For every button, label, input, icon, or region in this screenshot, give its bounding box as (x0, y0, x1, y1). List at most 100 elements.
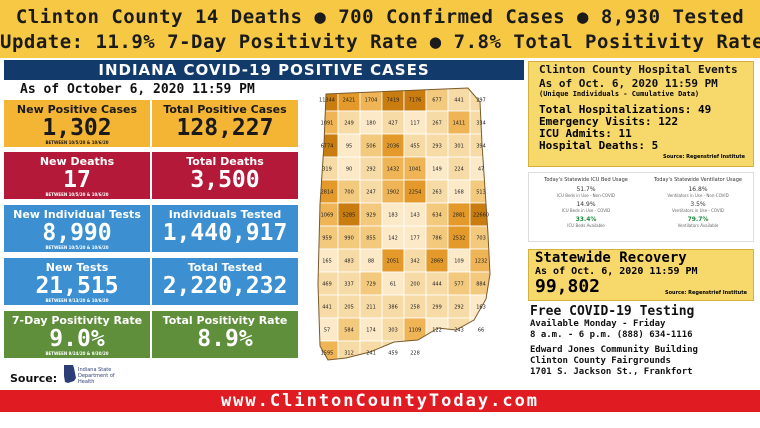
county-count-label: 1069 (321, 213, 334, 219)
county-count-label: 247 (366, 190, 376, 196)
testing-hours: 8 a.m. - 6 p.m. (888) 634-1116 (530, 330, 693, 340)
county-count-label: 2869 (431, 259, 444, 265)
county-count-label: 11344 (319, 98, 335, 104)
county-count-label: 122 (432, 328, 442, 334)
county-count-label: 228 (410, 351, 420, 357)
county-count-label: 513 (476, 190, 486, 196)
county-count-label: 6774 (321, 144, 334, 150)
icu-pct: 33.4% (575, 216, 597, 223)
county-count-label: 57 (324, 328, 330, 334)
county-count-label: 263 (432, 190, 442, 196)
county-count-label: 884 (476, 282, 486, 288)
county-count-label: 142 (388, 236, 398, 242)
vent-header: Today's Statewide Ventilator Usage (654, 177, 742, 183)
hospital-stat: ICU Admits: 11 (539, 127, 632, 140)
stat-value: 8.9% (197, 326, 253, 352)
hospital-stat: Emergency Visits: 122 (539, 115, 679, 128)
testing-location-1: Edward Jones Community Building (530, 345, 698, 355)
county-count-label: 90 (346, 167, 352, 173)
stat-label: 7-Day Positivity Rate (11, 314, 143, 327)
county-count-label: 258 (410, 305, 420, 311)
hospital-events-panel: Clinton County Hospital Events As of Oct… (528, 61, 754, 167)
stat-label: Individuals Tested (168, 208, 282, 221)
county-count-label: 200 (410, 282, 420, 288)
free-testing-info: Free COVID-19 Testing Available Monday -… (530, 304, 756, 378)
county-count-label: 386 (388, 305, 398, 311)
county-count-label: 584 (344, 328, 354, 334)
county-count-label: 469 (322, 282, 332, 288)
county-count-label: 855 (366, 236, 376, 242)
testing-days: Available Monday - Friday (530, 319, 666, 329)
stat-value: 9.0% (49, 326, 105, 352)
county-cell (447, 340, 471, 360)
county-count-label: 2254 (409, 190, 422, 196)
county-count-label: 441 (454, 98, 464, 104)
isdh-logo: Indiana State Department of Health (62, 364, 116, 386)
top-banner: Clinton County 14 Deaths ● 700 Confirmed… (0, 0, 760, 58)
stat-label: New Deaths (39, 155, 115, 168)
county-count-label: 1091 (321, 121, 334, 127)
vent-pct: 79.7% (687, 216, 709, 223)
page-title: INDIANA COVID-19 POSITIVE CASES (4, 60, 524, 80)
county-count-label: 168 (454, 190, 464, 196)
hospital-title: Clinton County Hospital Events (539, 63, 738, 76)
stat-new-deaths: New Deaths 17 BETWEEN 10/5/20 & 10/6/20 (4, 152, 150, 199)
stat-label: Total Deaths (186, 155, 264, 168)
vent-pct: 16.8% (688, 186, 708, 193)
county-count-label: 1432 (387, 167, 400, 173)
county-count-label: 1704 (365, 98, 378, 104)
as-of-date: As of October 6, 2020 11:59 PM (20, 82, 255, 97)
county-cell (425, 340, 449, 360)
county-count-label: 163 (476, 305, 486, 311)
county-count-label: 1595 (321, 351, 334, 357)
county-count-label: 506 (366, 144, 376, 150)
county-count-label: 149 (432, 167, 442, 173)
county-count-label: 301 (454, 144, 464, 150)
county-count-label: 441 (322, 305, 332, 311)
stat-total-positive-cases: Total Positive Cases 128,227 (152, 100, 298, 147)
county-count-label: 241 (366, 351, 376, 357)
county-count-label: 267 (432, 121, 442, 127)
testing-location-3: 1701 S. Jackson St., Frankfort (530, 367, 693, 377)
testing-title: Free COVID-19 Testing (530, 304, 695, 319)
county-count-label: 729 (366, 282, 376, 288)
stat-label: Total Positivity Rate (162, 314, 288, 327)
footer-website-link[interactable]: www.ClintonCountyToday.com (0, 390, 760, 412)
testing-location-2: Clinton County Fairgrounds (530, 356, 671, 366)
county-count-label: 165 (322, 259, 332, 265)
recovery-asof: As of Oct. 6, 2020 11:59 PM (535, 266, 698, 277)
county-count-label: 634 (432, 213, 442, 219)
county-count-label: 7419 (387, 98, 400, 104)
hospital-stat: Total Hospitalizations: 49 (539, 103, 712, 116)
banner-line-2: Update: 11.9% 7-Day Positivity Rate ● 7.… (0, 31, 760, 53)
stat-note: BETWEEN 10/5/20 & 10/6/20 (45, 192, 109, 197)
statewide-recovery-panel: Statewide Recovery As of Oct. 6, 2020 11… (528, 249, 754, 301)
recovery-title: Statewide Recovery (535, 250, 687, 266)
stat-new-tests: New Tests 21,515 BETWEEN 9/13/20 & 10/6/… (4, 258, 150, 305)
county-count-label: 444 (432, 282, 442, 288)
county-count-label: 1902 (387, 190, 400, 196)
county-count-label: 293 (432, 144, 442, 150)
county-count-label: 5285 (343, 213, 356, 219)
vent-cap: Ventilators in Use - COVID (672, 208, 724, 213)
hospital-stat: Hospital Deaths: 5 (539, 139, 659, 152)
icu-pct: 51.7% (576, 186, 596, 193)
county-count-label: 427 (388, 121, 398, 127)
recovery-source: Source: Regenstrief Institute (664, 290, 747, 296)
county-count-label: 1232 (475, 259, 488, 265)
county-count-label: 334 (476, 121, 486, 127)
stat-label: Total Tested (187, 261, 263, 274)
county-count-label: 342 (410, 259, 420, 265)
stat-value: 3,500 (190, 167, 260, 193)
county-count-label: 312 (344, 351, 354, 357)
county-count-label: 1109 (409, 328, 422, 334)
county-count-label: 243 (454, 328, 464, 334)
vent-pct: 3.5% (690, 201, 706, 208)
county-count-label: 117 (410, 121, 420, 127)
banner-line-1: Clinton County 14 Deaths ● 700 Confirmed… (15, 6, 745, 28)
county-count-label: 7176 (409, 98, 422, 104)
county-count-label: 677 (432, 98, 442, 104)
county-count-label: 929 (366, 213, 376, 219)
county-count-label: 459 (388, 351, 398, 357)
stat-new-individual-tests: New Individual Tests 8,990 BETWEEN 10/5/… (4, 205, 150, 252)
